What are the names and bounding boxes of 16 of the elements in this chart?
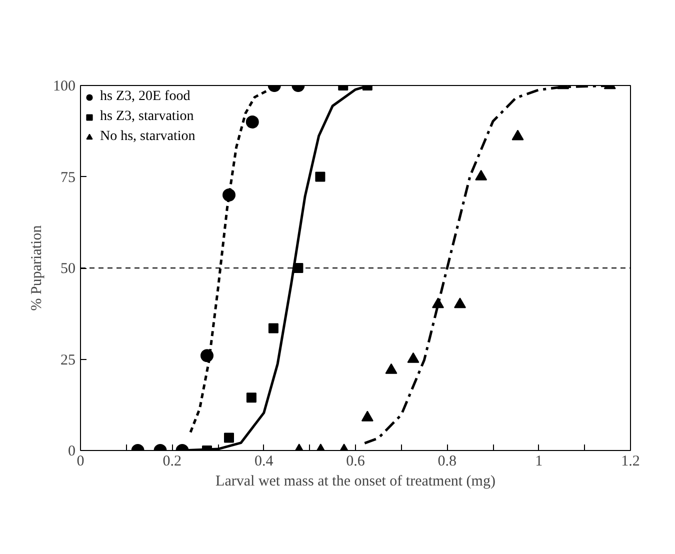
y-tick-label: 75 xyxy=(60,170,76,186)
y-axis-title: % Pupariation xyxy=(29,224,45,311)
y-tick-label: 0 xyxy=(68,444,76,460)
x-tick-label: 1 xyxy=(535,454,543,470)
x-tick-label: 0.4 xyxy=(254,454,274,470)
x-tick-label: 1.2 xyxy=(621,454,640,470)
x-tick-label: 0.2 xyxy=(162,454,182,470)
x-tick-label: 0.6 xyxy=(346,454,366,470)
y-tick-label: 25 xyxy=(60,352,76,368)
x-axis-title: Larval wet mass at the onset of treatment (mg) xyxy=(216,474,496,490)
x-tick-label: 0.8 xyxy=(438,454,457,470)
legend-label: hs Z3, starvation xyxy=(100,109,194,125)
y-tick-label: 50 xyxy=(60,261,76,277)
legend-label: No hs, starvation xyxy=(100,129,196,145)
legend-label: hs Z3, 20E food xyxy=(100,89,190,105)
y-tick-label: 100 xyxy=(53,78,76,94)
